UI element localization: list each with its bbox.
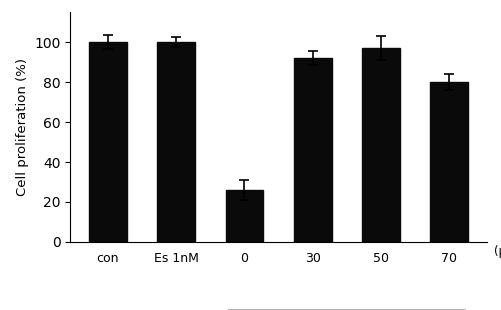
Bar	[362, 48, 399, 242]
Bar	[294, 58, 331, 242]
Bar	[225, 190, 263, 242]
Bar	[157, 42, 194, 242]
Bar	[89, 42, 127, 242]
Text: (μg/ml): (μg/ml)	[493, 245, 501, 258]
Y-axis label: Cell proliferation (%): Cell proliferation (%)	[16, 58, 29, 196]
Bar	[429, 82, 467, 242]
